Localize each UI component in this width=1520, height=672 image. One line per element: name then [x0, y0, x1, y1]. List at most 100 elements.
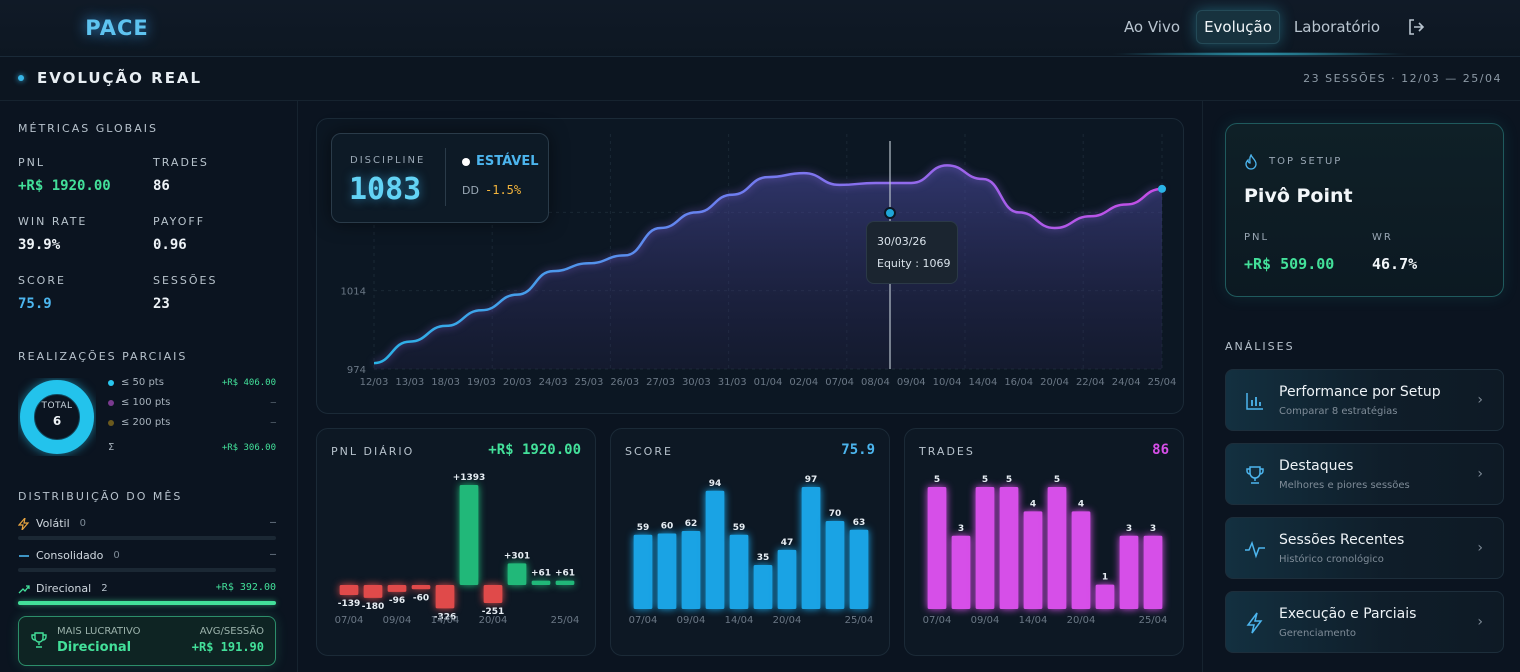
metric-winrate-label: WIN RATE	[18, 215, 88, 228]
analysis-sub: Melhores e piores sessões	[1279, 480, 1410, 491]
nav-ao-vivo[interactable]: Ao Vivo	[1123, 18, 1181, 36]
bar	[507, 563, 527, 585]
bar-value-label: 94	[709, 479, 722, 489]
analysis-performance-setup[interactable]: Performance por Setup Comparar 8 estraté…	[1225, 369, 1504, 431]
bar-value-label: 1	[1102, 573, 1108, 583]
dist-row-direcional[interactable]: Direcional 2	[18, 582, 108, 595]
analysis-sub: Histórico cronológico	[1279, 554, 1384, 565]
dd-label: DD	[462, 184, 479, 197]
analysis-title: Destaques	[1279, 458, 1354, 474]
nav-evolucao[interactable]: Evolução	[1196, 10, 1280, 44]
discipline-label: DISCIPLINE	[350, 155, 426, 166]
x-tick-label: 25/04	[845, 615, 874, 626]
analysis-execucao-parciais[interactable]: Execução e Parciais Gerenciamento ›	[1225, 591, 1504, 653]
partials-title: REALIZAÇÕES PARCIAIS	[18, 350, 188, 363]
pnl-daily-title: PNL DIÁRIO	[331, 445, 415, 458]
bar-value-label: 5	[1054, 475, 1060, 485]
bar	[927, 487, 947, 609]
dist-volatil-value: —	[269, 517, 276, 528]
bar-value-label: 63	[853, 518, 866, 528]
bar	[363, 585, 383, 598]
discipline-value: 1083	[349, 172, 422, 207]
bar-value-label: 60	[661, 522, 674, 532]
equity-chart[interactable]: 9741014105412/0313/0318/0319/0320/0324/0…	[317, 119, 1185, 415]
equity-line	[373, 164, 1163, 365]
partial-row-200: ≤ 200 pts	[108, 417, 170, 428]
metric-trades-value: 86	[153, 178, 170, 194]
partial-row-100: ≤ 100 pts	[108, 397, 170, 408]
x-tick-label: 26/03	[610, 377, 639, 388]
metric-pnl-value: +R$ 1920.00	[18, 178, 111, 194]
bar	[777, 549, 797, 609]
top-setup-wr-value: 46.7%	[1372, 255, 1418, 273]
cyan-dot-icon	[108, 379, 114, 386]
bar	[753, 564, 773, 609]
title-dot-icon	[18, 75, 24, 81]
bar	[483, 585, 503, 604]
bar	[531, 580, 551, 585]
x-tick-label: 07/04	[335, 615, 364, 626]
partial-row-sum-value: +R$ 306.00	[221, 443, 276, 453]
metric-trades-label: TRADES	[153, 156, 209, 169]
x-tick-label: 22/04	[1076, 377, 1105, 388]
purple-dot-icon	[108, 399, 114, 406]
olive-dot-icon	[108, 419, 114, 426]
right-sidebar: TOP SETUP Pivô Point PNL +R$ 509.00 WR 4…	[1202, 101, 1520, 672]
bar-value-label: 70	[829, 509, 842, 519]
partial-row-50-value: +R$ 406.00	[221, 378, 276, 388]
discipline-card: DISCIPLINE 1083 ESTÁVEL DD -1.5%	[331, 133, 549, 223]
score-chart[interactable]: 59 60 62 94 59 35 47 97 70 63 07/04 09/04 14/04 20/04…	[611, 429, 891, 657]
pnl-daily-headline: +R$ 1920.00	[488, 442, 581, 458]
bar-value-label: 59	[733, 523, 746, 533]
trend-up-icon	[18, 584, 30, 593]
bar-value-label: -60	[413, 593, 429, 603]
x-tick-label: 18/03	[431, 377, 460, 388]
logout-icon[interactable]	[1400, 10, 1432, 44]
analysis-title: Performance por Setup	[1279, 384, 1441, 400]
x-tick-label: 19/03	[467, 377, 496, 388]
bar	[825, 520, 845, 609]
equity-area	[374, 165, 1162, 369]
highlight-point	[884, 207, 896, 219]
x-tick-label: 01/04	[754, 377, 783, 388]
bar-value-label: 5	[982, 475, 988, 485]
bar-chart-icon	[1246, 393, 1263, 410]
bar	[801, 487, 821, 609]
x-tick-label: 20/04	[479, 615, 508, 626]
analysis-sessoes-recentes[interactable]: Sessões Recentes Histórico cronológico ›	[1225, 517, 1504, 579]
top-setup-label: TOP SETUP	[1269, 156, 1343, 167]
x-tick-label: 09/04	[677, 615, 706, 626]
metric-sessions-value: 23	[153, 296, 170, 312]
tooltip-equity: Equity : 1069	[877, 257, 951, 270]
bar-value-label: 59	[637, 523, 650, 533]
nav-laboratorio[interactable]: Laboratório	[1293, 18, 1381, 36]
partial-row-200-value: —	[270, 418, 276, 428]
status-dot-icon	[462, 158, 470, 166]
chevron-right-icon: ›	[1477, 466, 1483, 482]
metric-payoff-label: PAYOFF	[153, 215, 206, 228]
x-tick-label: 25/03	[574, 377, 603, 388]
analysis-destaques[interactable]: Destaques Melhores e piores sessões ›	[1225, 443, 1504, 505]
trades-chart[interactable]: 5 3 5 5 4 5 4 1 3 3 07/04 09/04 14/04 20/04 25/04	[905, 429, 1185, 657]
x-tick-label: 20/04	[1067, 615, 1096, 626]
bar-value-label: 5	[1006, 475, 1012, 485]
dist-row-volatil[interactable]: Volátil 0	[18, 517, 86, 530]
top-setup-pnl-label: PNL	[1244, 232, 1270, 243]
x-tick-label: 24/04	[1112, 377, 1141, 388]
bar-value-label: 62	[685, 519, 698, 529]
partial-row-100-value: —	[270, 398, 276, 408]
bar	[657, 533, 677, 609]
metric-winrate-value: 39.9%	[18, 237, 61, 253]
top-setup-card[interactable]: TOP SETUP Pivô Point PNL +R$ 509.00 WR 4…	[1225, 123, 1504, 297]
x-tick-label: 08/04	[861, 377, 890, 388]
bar	[999, 487, 1019, 609]
x-tick-label: 20/04	[773, 615, 802, 626]
metric-score-label: SCORE	[18, 274, 66, 287]
trades-headline: 86	[1152, 442, 1169, 458]
metric-pnl-label: PNL	[18, 156, 45, 169]
discipline-status: ESTÁVEL	[476, 154, 539, 169]
app-logo[interactable]: PACE	[60, 4, 174, 52]
pnl-daily-chart[interactable]: -139 -180-96 -60-326+1393-251+301+61 +6107/…	[317, 429, 597, 657]
score-headline: 75.9	[841, 442, 875, 458]
dist-row-consolidado[interactable]: Consolidado 0	[18, 549, 120, 562]
